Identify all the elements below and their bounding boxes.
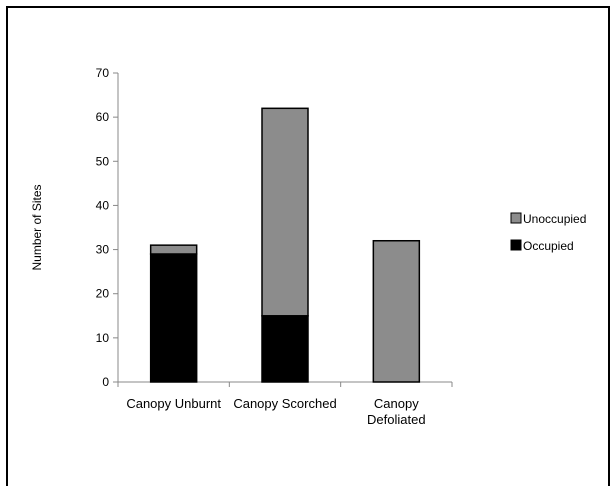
legend-label-occupied: Occupied bbox=[523, 239, 574, 253]
bars bbox=[149, 107, 421, 383]
y-axis-title: Number of Sites bbox=[30, 184, 44, 270]
bar-unoccupied-3 bbox=[372, 239, 421, 383]
y-tick-label: 30 bbox=[96, 243, 110, 257]
y-tick-label: 60 bbox=[96, 110, 110, 124]
y-tick-label: 20 bbox=[96, 287, 110, 301]
legend-label-unoccupied: Unoccupied bbox=[523, 212, 586, 226]
bar-unoccupied-1 bbox=[149, 244, 198, 255]
legend-swatch-unoccupied bbox=[510, 212, 522, 224]
x-category-label: Canopy bbox=[374, 396, 419, 411]
x-category-label: Canopy Scorched bbox=[233, 396, 336, 411]
bar-occupied-1 bbox=[149, 253, 198, 383]
bar-unoccupied-2 bbox=[261, 107, 309, 317]
y-tick-label: 10 bbox=[96, 331, 110, 345]
chart-frame bbox=[6, 6, 610, 486]
legend-swatch-occupied bbox=[510, 239, 522, 251]
x-category-label: Defoliated bbox=[367, 412, 426, 427]
bar-occupied-2 bbox=[261, 315, 309, 383]
labels: 0 10 20 30 40 50 60 70 Canopy Unburnt Canopy Scor… bbox=[30, 66, 426, 427]
y-tick-label: 70 bbox=[96, 66, 110, 80]
legend: Unoccupied Occupied bbox=[510, 212, 586, 253]
x-category-label: Canopy Unburnt bbox=[126, 396, 221, 411]
y-tick-label: 40 bbox=[96, 198, 110, 212]
y-tick-label: 0 bbox=[102, 375, 109, 389]
y-tick-label: 50 bbox=[96, 154, 110, 168]
